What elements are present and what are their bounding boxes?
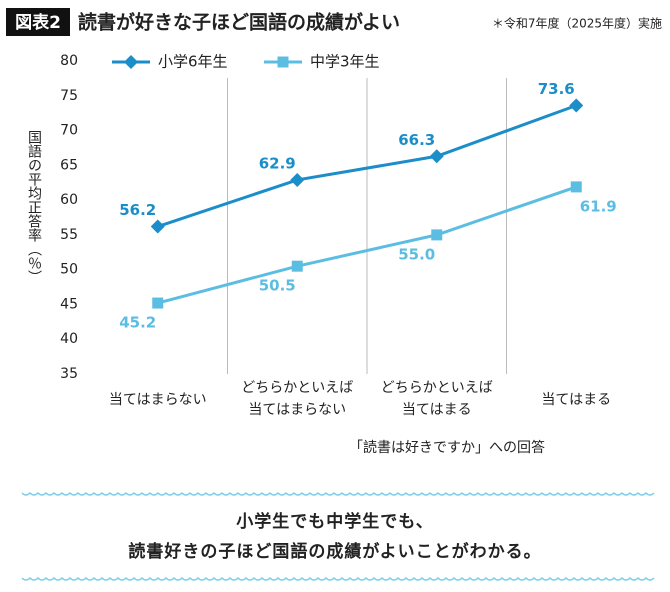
data-point (291, 260, 303, 272)
legend-marker (124, 55, 138, 69)
data-point (429, 149, 444, 164)
y-tick-label: 40 (60, 331, 78, 347)
data-point (150, 219, 165, 234)
series-line (157, 185, 577, 305)
data-point (290, 172, 305, 187)
chart-title: 読書が好きな子ほど国語の成績がよい (78, 11, 400, 34)
data-label: 62.9 (259, 154, 296, 172)
legend-label: 小学6年生 (158, 53, 228, 71)
y-tick-label: 70 (60, 123, 78, 139)
y-tick-label: 65 (60, 157, 78, 173)
y-tick-label: 60 (60, 192, 78, 208)
y-tick-label: 75 (60, 88, 78, 104)
tag: 図表2 (15, 12, 61, 33)
wave-divider (21, 576, 655, 581)
y-tick-label: 35 (60, 366, 78, 382)
data-label: 56.2 (119, 201, 156, 219)
data-point (431, 229, 443, 241)
x-tick-label: 当てはまらない (109, 392, 207, 408)
y-tick-label: 45 (60, 296, 78, 312)
series-line (157, 104, 577, 228)
y-tick-label: 50 (60, 262, 78, 278)
x-axis-label: 「読書は好きですか」への回答 (349, 439, 545, 456)
y-axis-label: 国語の平均正答率（％） (26, 130, 42, 284)
data-label: 73.6 (538, 80, 575, 98)
tag-box (6, 8, 70, 36)
data-label: 50.5 (259, 277, 296, 295)
conclusion-line: 小学生でも中学生でも、 (236, 511, 434, 532)
legend-label: 中学3年生 (310, 53, 380, 71)
data-label: 61.9 (580, 197, 617, 215)
x-tick-label: どちらかといえば当てはまらない (241, 380, 353, 418)
data-label: 66.3 (398, 131, 435, 149)
y-tick-label: 80 (60, 53, 78, 69)
legend-marker (277, 56, 289, 68)
wave-divider (21, 491, 655, 496)
x-tick-label: 当てはまる (541, 392, 611, 408)
data-label: 55.0 (398, 245, 435, 263)
data-point (152, 297, 164, 309)
data-label: 45.2 (119, 314, 156, 332)
x-tick-label: どちらかといえば当てはまる (381, 380, 493, 418)
note: ＊令和7年度（2025年度）実施 (492, 16, 662, 31)
conclusion-line: 読書好きの子ほど国語の成績がよいことがわかる。 (128, 541, 541, 562)
data-point (570, 181, 582, 193)
data-point (569, 98, 584, 113)
y-tick-label: 55 (60, 227, 78, 243)
